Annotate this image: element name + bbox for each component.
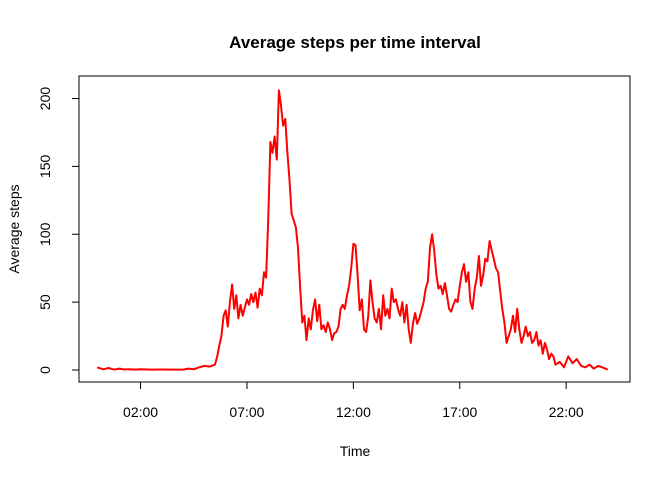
x-tick-label: 17:00 — [442, 404, 477, 420]
y-axis: 0 50 100 150 200 — [37, 87, 80, 374]
y-tick-label: 100 — [37, 222, 53, 246]
series-line — [97, 89, 608, 371]
chart-title: Average steps per time interval — [229, 33, 481, 52]
plot-frame — [78, 75, 631, 383]
series-group — [97, 89, 608, 371]
x-tick-label: 02:00 — [123, 404, 158, 420]
y-tick-label: 150 — [37, 154, 53, 178]
x-tick-label: 22:00 — [549, 404, 584, 420]
x-tick-label: 12:00 — [336, 404, 371, 420]
x-tick-label: 07:00 — [229, 404, 264, 420]
y-axis-label: Average steps — [6, 184, 22, 273]
y-tick-label: 200 — [37, 87, 53, 111]
x-axis: 02:00 07:00 12:00 17:00 22:00 — [123, 381, 584, 420]
y-tick-label: 50 — [37, 294, 53, 310]
x-axis-label: Time — [340, 443, 371, 459]
y-tick-label: 0 — [37, 366, 53, 374]
